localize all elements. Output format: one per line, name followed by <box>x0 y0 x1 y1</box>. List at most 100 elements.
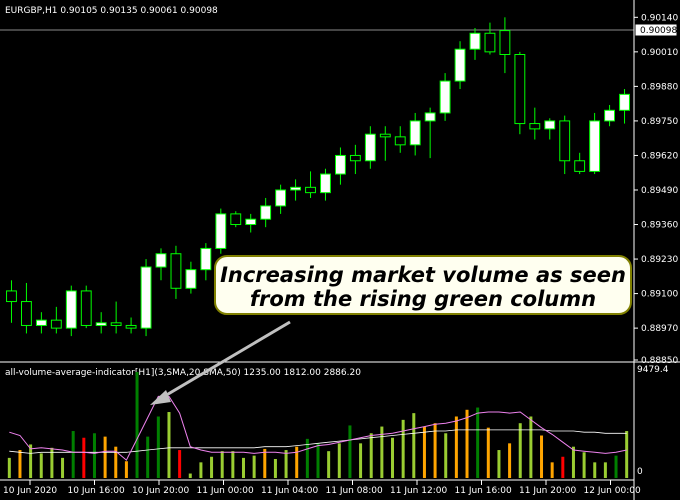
callout-arrow-head <box>150 390 171 405</box>
candle <box>290 179 302 201</box>
price-tick-label: 0.89360 <box>641 221 678 231</box>
volume-bar <box>167 412 171 478</box>
volume-bar <box>273 458 277 478</box>
time-tick-label: 10 Jun 16:00 <box>68 486 125 496</box>
volume-bar <box>178 450 182 478</box>
candle-body <box>65 290 77 329</box>
volume-bar <box>114 446 118 478</box>
price-tick-label: 0.89100 <box>641 290 678 300</box>
time-tick-label: 12 Jun 00:00 <box>584 486 641 496</box>
candle-body <box>170 253 182 289</box>
price-tick-label: 0.89490 <box>641 186 678 196</box>
current-price-label: 0.90098 <box>640 26 677 36</box>
candle-body <box>290 186 302 191</box>
volume-bar <box>465 409 469 478</box>
candle <box>334 147 346 185</box>
time-tick-label: 11 Jun 12:00 <box>390 486 447 496</box>
volume-bar <box>444 433 448 478</box>
candle-body <box>469 32 481 50</box>
volume-bar <box>614 455 618 478</box>
candle <box>394 126 406 153</box>
candle-body <box>484 32 496 53</box>
volume-bar <box>550 462 554 478</box>
candle <box>305 171 316 198</box>
candle <box>469 27 481 60</box>
callout-box <box>214 255 632 315</box>
candle <box>65 285 77 337</box>
candle-body <box>424 112 436 122</box>
candle-body <box>394 136 406 146</box>
volume-bar <box>146 436 150 478</box>
volume-bar <box>518 423 522 478</box>
candle-body <box>80 290 92 326</box>
volume-bar <box>401 419 405 478</box>
annotation-callout: Increasing market volume as seen from th… <box>150 255 632 405</box>
callout-arrow-shaft <box>157 320 291 402</box>
candle <box>185 261 197 294</box>
volume-bar <box>603 462 607 478</box>
candle <box>439 73 451 121</box>
volume-bar <box>199 462 203 478</box>
candle <box>349 144 361 175</box>
volume-bar <box>486 427 490 478</box>
volume-bar <box>135 372 139 478</box>
candle-body <box>454 48 466 82</box>
candle-body <box>544 120 556 130</box>
volume-bar <box>529 416 533 478</box>
main-chart-header: EURGBP,H1 0.90105 0.90135 0.90061 0.9009… <box>5 6 218 16</box>
candle <box>215 208 227 254</box>
price-tick-label: 0.88850 <box>641 356 678 366</box>
candle <box>6 280 17 323</box>
candle <box>20 282 32 334</box>
candle-body <box>334 154 346 175</box>
volume-bar <box>454 416 458 478</box>
volume-bar <box>508 443 512 478</box>
volume-bar <box>7 457 11 478</box>
candle-body <box>379 133 391 138</box>
candle <box>409 112 421 156</box>
candle <box>170 245 182 299</box>
candle <box>80 285 92 329</box>
candle-body <box>364 133 376 162</box>
candle-body <box>155 253 167 268</box>
time-axis[interactable]: 10 Jun 2020 10 Jun 16:00 10 Jun 20:00 11 Ju… <box>3 480 641 496</box>
price-tick-label: 0.89620 <box>641 151 678 161</box>
indicator-max-label: 9479.4 <box>637 365 669 375</box>
price-axis[interactable]: 0.90140 0.90010 0.89880 0.89750 0.89620 0.894… <box>633 0 678 500</box>
volume-bar <box>380 426 384 478</box>
candle <box>155 248 167 281</box>
candle-body <box>604 109 616 122</box>
volume-bar <box>295 446 299 478</box>
candle <box>110 301 122 334</box>
candle-body <box>245 218 257 226</box>
candle-body <box>110 322 122 326</box>
time-tick-label: 11 Jun 04:00 <box>261 486 318 496</box>
indicator-header: all-volume-average-indicator[H1](3,SMA,2… <box>5 368 361 378</box>
candle-body <box>6 290 17 303</box>
volume-bar <box>188 473 192 478</box>
candle <box>604 104 616 127</box>
candle-body <box>275 189 287 207</box>
volume-indicator-pane[interactable]: all-volume-average-indicator[H1](3,SMA,2… <box>5 365 669 478</box>
volume-bar <box>422 426 426 478</box>
volume-bar <box>263 448 267 478</box>
candle-body <box>409 120 421 146</box>
volume-bar <box>61 457 65 478</box>
volume-bar <box>316 443 320 478</box>
candle <box>260 197 272 228</box>
volume-bar <box>284 450 288 478</box>
candle-body <box>20 301 32 326</box>
price-pane[interactable]: EURGBP,H1 0.90105 0.90135 0.90061 0.9009… <box>0 6 634 337</box>
candle <box>95 312 107 334</box>
candle <box>245 213 257 233</box>
candle-body <box>589 120 601 172</box>
volume-bar <box>231 451 235 478</box>
volume-bar <box>156 416 160 478</box>
volume-bar <box>412 413 416 478</box>
candle <box>200 243 212 281</box>
price-tick-label: 0.89230 <box>641 255 678 265</box>
volume-bar <box>71 431 75 478</box>
price-tick-label: 0.90140 <box>641 13 678 23</box>
time-tick-label: 11 Jun 20:00 <box>519 486 576 496</box>
